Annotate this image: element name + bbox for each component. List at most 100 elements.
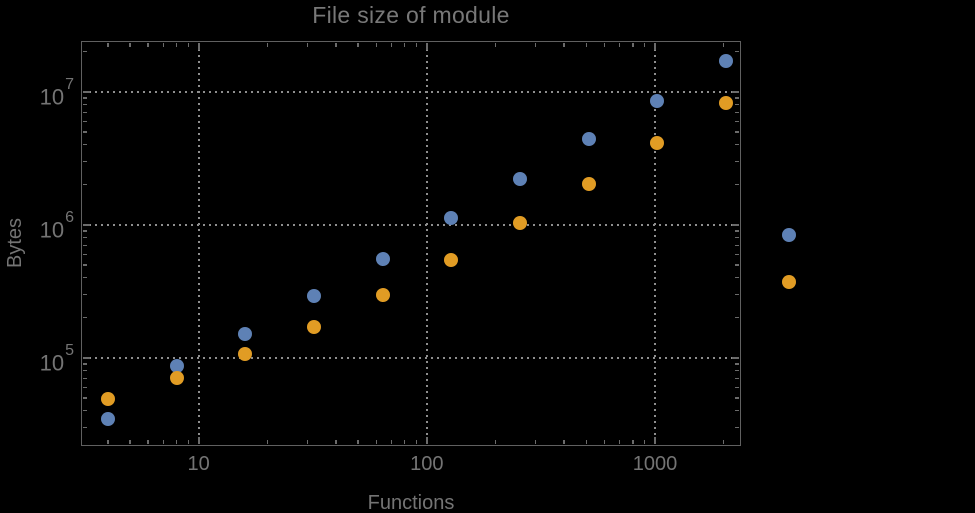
data-point-series-1-blue-x2048	[719, 53, 734, 68]
y-minor-tick-9000000	[82, 97, 87, 99]
y-minor-tick-400000-right	[734, 277, 739, 279]
x-minor-tick-70	[390, 439, 393, 444]
x-minor-tick-300	[534, 439, 537, 444]
x-minor-tick-90-top	[415, 42, 418, 47]
x-axis-label: Functions	[367, 492, 455, 513]
x-minor-tick-900-top	[643, 42, 646, 47]
y-minor-tick-600000-right	[734, 253, 739, 255]
x-minor-tick-7	[162, 439, 164, 444]
y-minor-tick-8000000	[82, 103, 87, 106]
x-minor-tick-500-top	[585, 42, 587, 47]
y-minor-tick-500000-right	[734, 264, 739, 266]
y-minor-tick-50000	[82, 397, 87, 399]
x-minor-tick-30-top	[306, 42, 309, 47]
y-minor-tick-200000	[82, 317, 87, 319]
y-tick-label-exponent: 5	[65, 341, 74, 359]
x-major-tick-10-top	[197, 42, 200, 50]
x-minor-tick-80-top	[404, 42, 406, 47]
data-point-series-1-blue-x128	[444, 211, 459, 226]
data-point-series-2-orange-x256	[512, 215, 527, 230]
x-minor-tick-4	[107, 439, 109, 444]
x-minor-tick-900	[643, 439, 646, 444]
data-point-series-1-blue-x8	[169, 359, 184, 374]
y-minor-tick-6000000	[82, 120, 87, 122]
x-minor-tick-500	[585, 439, 587, 444]
x-tick-label-10: 10	[187, 453, 210, 475]
x-minor-tick-6	[147, 439, 149, 444]
y-tick-label-mantissa: 10	[39, 350, 65, 376]
x-minor-tick-5-top	[129, 42, 131, 47]
x-minor-tick-40-top	[335, 42, 337, 47]
x-major-tick-1000	[653, 436, 656, 444]
y-minor-tick-7000000	[82, 111, 87, 114]
x-minor-tick-20	[266, 439, 269, 444]
y-minor-tick-300000-right	[734, 293, 739, 296]
x-gridline-10	[197, 42, 200, 444]
y-major-tick-100000-right	[731, 356, 739, 359]
plot-frame	[81, 41, 741, 446]
y-tick-label-1000000: 106	[0, 209, 74, 243]
y-tick-label-exponent: 7	[65, 75, 74, 93]
y-minor-tick-900000-right	[734, 230, 739, 232]
y-minor-tick-900000	[82, 230, 87, 232]
x-minor-tick-4-top	[107, 42, 109, 47]
data-point-series-2-orange-x16	[238, 347, 253, 362]
x-gridline-1000	[653, 42, 656, 444]
y-minor-tick-90000	[82, 363, 87, 365]
y-minor-tick-70000-right	[734, 377, 739, 380]
x-minor-tick-8	[175, 439, 178, 444]
y-minor-tick-2000000-right	[734, 184, 739, 186]
y-major-tick-100000	[82, 356, 90, 359]
y-major-tick-10000000	[82, 90, 90, 93]
y-minor-tick-7000000-right	[734, 111, 739, 114]
data-point-series-2-orange-x4	[100, 391, 115, 406]
y-minor-tick-40000	[82, 410, 87, 412]
x-minor-tick-200-top	[494, 42, 497, 47]
y-major-tick-1000000	[82, 223, 90, 226]
y-tick-label-100000: 105	[0, 342, 74, 376]
y-minor-tick-200000-right	[734, 317, 739, 319]
y-minor-tick-30000	[82, 426, 87, 428]
data-point-series-1-blue-x16	[238, 326, 253, 341]
y-tick-label-mantissa: 10	[39, 84, 65, 110]
chart-title: File size of module	[312, 2, 510, 28]
data-point-series-2-orange-x128	[444, 252, 459, 267]
y-minor-tick-8000000-right	[734, 103, 739, 106]
y-minor-tick-80000-right	[734, 369, 739, 372]
y-minor-tick-70000	[82, 377, 87, 380]
x-minor-tick-300-top	[534, 42, 537, 47]
data-point-series-2-orange-x1024	[650, 136, 665, 151]
x-tick-label-100: 100	[410, 453, 444, 475]
data-point-series-2-orange-x512	[581, 176, 596, 191]
x-minor-tick-6-top	[147, 42, 149, 47]
y-minor-tick-20000000	[82, 51, 87, 53]
y-minor-tick-3000000	[82, 160, 87, 163]
x-minor-tick-60-top	[375, 42, 377, 47]
y-minor-tick-80000	[82, 369, 87, 372]
x-minor-tick-70-top	[390, 42, 393, 47]
x-minor-tick-60	[375, 439, 377, 444]
x-minor-tick-50	[357, 439, 359, 444]
data-point-series-2-orange-x32	[306, 319, 321, 334]
data-point-series-2-orange-x64	[375, 288, 390, 303]
y-major-tick-10000000-right	[731, 90, 739, 93]
x-major-tick-10	[197, 436, 200, 444]
x-minor-tick-80	[404, 439, 406, 444]
y-minor-tick-4000000	[82, 144, 87, 146]
x-major-tick-100	[425, 436, 428, 444]
y-tick-label-mantissa: 10	[39, 217, 65, 243]
x-minor-tick-30	[306, 439, 309, 444]
y-minor-tick-30000-right	[734, 426, 739, 428]
y-minor-tick-60000	[82, 386, 87, 388]
x-minor-tick-9	[187, 439, 189, 444]
y-minor-tick-700000	[82, 244, 87, 247]
y-tick-label-10000000: 107	[0, 76, 74, 110]
x-minor-tick-5	[129, 439, 131, 444]
x-minor-tick-800	[632, 439, 634, 444]
data-point-series-1-blue-x64	[375, 252, 390, 266]
y-minor-tick-5000000	[82, 131, 87, 133]
x-minor-tick-40	[335, 439, 337, 444]
x-minor-tick-90	[415, 439, 418, 444]
x-minor-tick-20-top	[266, 42, 269, 47]
